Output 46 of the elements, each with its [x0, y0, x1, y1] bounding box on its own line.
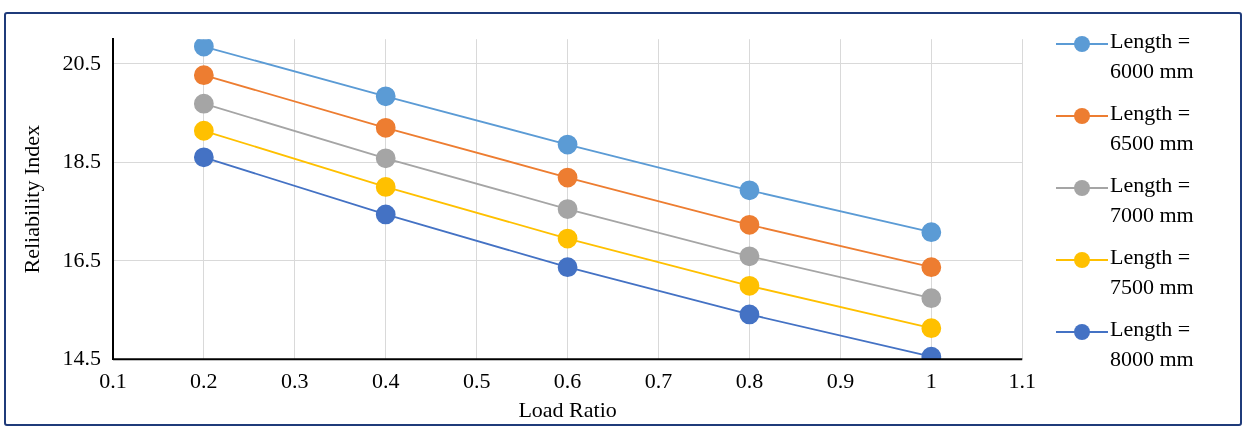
x-tick-label: 0.2 [190, 368, 218, 394]
point [557, 199, 578, 219]
point [375, 117, 396, 138]
point [193, 93, 214, 114]
point [193, 65, 214, 86]
point [193, 147, 214, 168]
x-tick-label: 0.3 [281, 368, 309, 394]
x-tick-label: 1.1 [1008, 368, 1036, 394]
point [375, 148, 396, 169]
legend-label: Length = 7000 mm [1110, 171, 1195, 229]
x-axis-title: Load Ratio [518, 396, 617, 422]
x-tick-label: 1 [925, 368, 937, 394]
legend-label: Length = 8000 mm [1110, 315, 1195, 373]
legend-label: Length = 6000 mm [1110, 27, 1195, 85]
y-tick-label: 18.5 [62, 148, 101, 174]
point [921, 257, 942, 278]
x-tick-label: 0.7 [644, 368, 673, 394]
point [739, 275, 760, 296]
point [739, 246, 760, 267]
point [557, 257, 578, 278]
legend-label: Length = 6500 mm [1110, 99, 1195, 157]
point [557, 228, 578, 249]
y-axis-title: Reliability Index [18, 124, 44, 274]
x-tick-label: 0.4 [371, 368, 400, 394]
x-tick-label: 0.1 [99, 368, 127, 394]
y-tick-label: 16.5 [62, 246, 101, 272]
point [921, 288, 942, 309]
point [739, 214, 760, 235]
y-tick-label: 20.5 [62, 49, 101, 75]
point [375, 86, 396, 107]
x-tick-label: 0.5 [462, 368, 491, 394]
point [921, 222, 942, 243]
legend-label: Length = 7500 mm [1110, 243, 1195, 301]
point [375, 204, 396, 225]
point [921, 318, 942, 339]
x-tick-label: 0.6 [553, 368, 582, 394]
point [557, 167, 578, 188]
y-tick-label: 14.5 [62, 344, 101, 370]
point [739, 180, 760, 201]
x-tick-label: 0.8 [735, 368, 764, 394]
point [193, 39, 214, 57]
point [375, 176, 396, 197]
point [193, 120, 214, 141]
x-tick-label: 0.9 [826, 368, 855, 394]
point [557, 134, 578, 155]
point [739, 304, 760, 325]
